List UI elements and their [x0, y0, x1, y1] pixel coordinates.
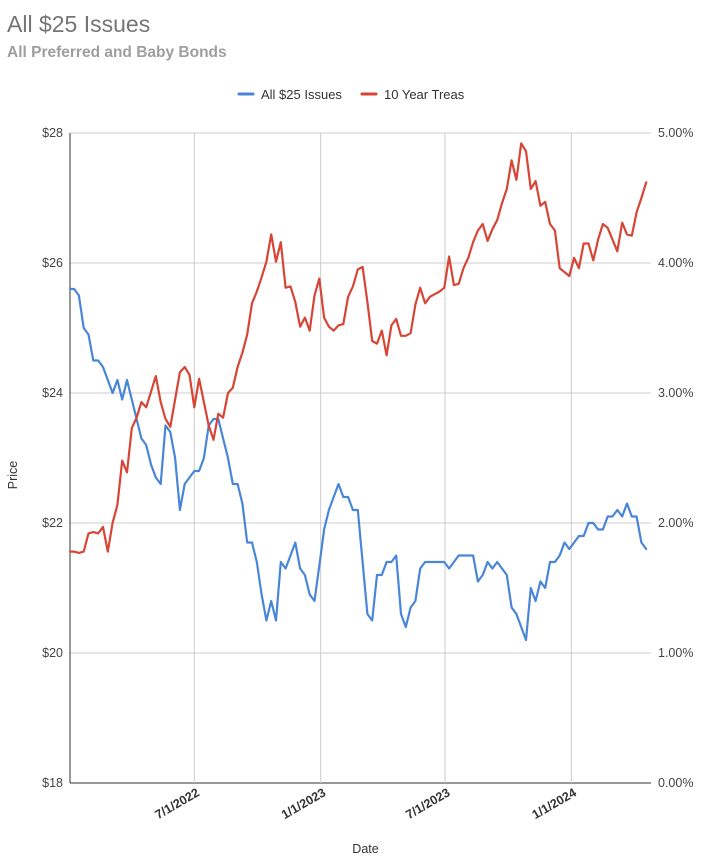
y-left-tick-label: $22 — [42, 516, 63, 530]
x-axis-title: Date — [352, 842, 378, 856]
gridlines — [70, 132, 651, 784]
legend: All $25 Issues 10 Year Treas — [237, 87, 465, 102]
chart-subtitle: All Preferred and Baby Bonds — [7, 44, 227, 61]
y-left-tick-label: $24 — [42, 386, 63, 400]
y-right-tick-label: 0.00% — [658, 776, 693, 790]
y-left-tick-label: $28 — [42, 126, 63, 140]
x-tick-label: 7/1/2022 — [153, 785, 202, 821]
y-right-tick-label: 2.00% — [658, 516, 693, 530]
series-line-10-year-treas — [68, 142, 648, 555]
y-left-tick-label: $20 — [42, 646, 63, 660]
y-right-tick-label: 5.00% — [658, 126, 693, 140]
x-tick-label: 7/1/2023 — [403, 785, 452, 821]
y-left-tick-label: $18 — [42, 776, 63, 790]
series-layer — [68, 142, 648, 642]
legend-label: All $25 Issues — [261, 87, 342, 102]
series-line-all-25-issues — [68, 287, 648, 642]
y-right-tick-label: 1.00% — [658, 646, 693, 660]
y-right-tick-label: 3.00% — [658, 386, 693, 400]
y-axis-title: Price — [6, 461, 20, 490]
x-tick-label: 1/1/2024 — [530, 785, 579, 821]
chart-title: All $25 Issues — [7, 11, 151, 37]
y-left-tick-label: $26 — [42, 256, 63, 270]
axis-labels: $18 0.00% $20 1.00% $22 2.00% $24 3.00% $26 4.00%… — [6, 126, 693, 856]
x-tick-label: 1/1/2023 — [279, 785, 328, 821]
legend-label: 10 Year Treas — [384, 87, 465, 102]
y-right-tick-label: 4.00% — [658, 256, 693, 270]
